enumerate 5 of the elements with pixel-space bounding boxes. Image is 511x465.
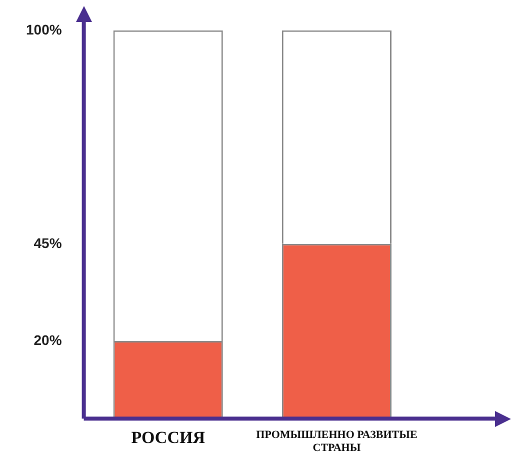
y-tick-label: 45% <box>34 234 62 251</box>
x-tick-label: ПРОМЫШЛЕННО РАЗВИТЫЕ СТРАНЫ <box>256 429 418 454</box>
y-tick-label: 20% <box>34 332 62 348</box>
x-tick-label: РОССИЯ <box>131 428 205 448</box>
y-tick-label: 100% <box>26 21 62 38</box>
